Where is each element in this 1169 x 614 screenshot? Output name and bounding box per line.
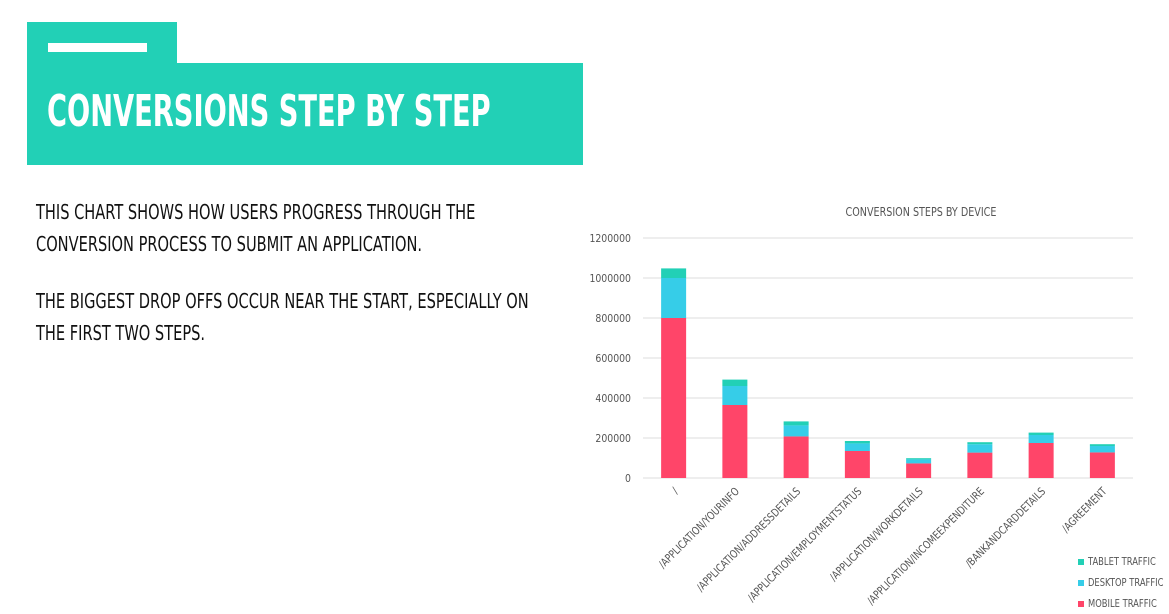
x-tick-label: /APPLICATION/EMPLOYMENTSTATUS — [746, 486, 865, 605]
bar-segment-mobile-traffic — [1028, 443, 1054, 478]
chart-legend: TABLET TRAFFIC DESKTOP TRAFFIC MOBILE TRAF… — [1078, 551, 1169, 614]
y-tick-label: 600000 — [595, 353, 631, 365]
y-tick-label: 1200000 — [589, 233, 631, 245]
slide-title: CONVERSIONS STEP BY STEP — [47, 86, 491, 137]
y-tick-label: 200000 — [595, 433, 631, 445]
y-axis-ticks: 0 200000 400000 600000 800000 1000000 1200000 — [589, 233, 631, 485]
legend-label: MOBILE TRAFFIC — [1088, 597, 1157, 610]
bar-segment-tablet-traffic — [906, 458, 932, 460]
x-tick-label: /APPLICATION/INCOMEEXPENDITURE — [865, 486, 987, 608]
bar-segment-desktop-traffic — [722, 386, 748, 405]
bar-segment-mobile-traffic — [1089, 452, 1115, 478]
description-paragraph: THE BIGGEST DROP OFFS OCCUR NEAR THE STA… — [36, 285, 576, 349]
legend-item: TABLET TRAFFIC — [1078, 551, 1169, 572]
gridlines — [643, 237, 1133, 479]
conversion-steps-chart: CONVERSION STEPS BY DEVICE 0 200000 400000… — [589, 205, 1133, 608]
legend-label: DESKTOP TRAFFIC — [1088, 576, 1164, 589]
bar-segment-desktop-traffic — [661, 278, 687, 318]
chart-title: CONVERSION STEPS BY DEVICE — [846, 205, 997, 219]
legend-swatch — [1078, 558, 1084, 565]
description-line: THE BIGGEST DROP OFFS OCCUR NEAR THE STA… — [36, 289, 529, 313]
legend-item: MOBILE TRAFFIC — [1078, 593, 1169, 614]
bar-segment-desktop-traffic — [967, 444, 993, 453]
y-tick-label: 800000 — [595, 313, 631, 325]
bar-segment-desktop-traffic — [906, 459, 932, 464]
legend-swatch — [1078, 600, 1084, 607]
description-paragraph: THIS CHART SHOWS HOW USERS PROGRESS THRO… — [36, 196, 576, 260]
legend-item: DESKTOP TRAFFIC — [1078, 572, 1169, 593]
x-axis-ticks: //APPLICATION/YOURINFO/APPLICATION/ADDRE… — [657, 485, 1110, 607]
bar-segment-mobile-traffic — [906, 463, 932, 478]
bar-segment-mobile-traffic — [783, 436, 809, 478]
title-accent-line — [48, 43, 147, 52]
bar-segment-mobile-traffic — [844, 451, 870, 478]
description-line: THE FIRST TWO STEPS. — [36, 321, 206, 345]
bar-segment-tablet-traffic — [844, 441, 870, 444]
bar-segment-tablet-traffic — [661, 268, 687, 278]
description-line: CONVERSION PROCESS TO SUBMIT AN APPLICAT… — [36, 232, 423, 256]
legend-swatch — [1078, 579, 1084, 586]
bar-segment-tablet-traffic — [783, 421, 809, 426]
bar-segment-mobile-traffic — [967, 452, 993, 478]
bar-segment-mobile-traffic — [661, 318, 687, 478]
x-tick-label: /APPLICATION/ADDRESSDETAILS — [695, 486, 804, 595]
bar-segment-desktop-traffic — [844, 443, 870, 451]
bars — [661, 268, 1115, 478]
bar-segment-desktop-traffic — [1028, 435, 1054, 443]
bar-segment-tablet-traffic — [722, 379, 748, 386]
legend-label: TABLET TRAFFIC — [1088, 555, 1156, 568]
description-line: THIS CHART SHOWS HOW USERS PROGRESS THRO… — [36, 200, 476, 224]
y-tick-label: 400000 — [595, 393, 631, 405]
bar-segment-desktop-traffic — [783, 425, 809, 437]
bar-segment-tablet-traffic — [967, 442, 993, 445]
bar-segment-desktop-traffic — [1089, 446, 1115, 453]
bar-segment-tablet-traffic — [1028, 432, 1054, 435]
y-tick-label: 0 — [625, 473, 631, 485]
description: THIS CHART SHOWS HOW USERS PROGRESS THRO… — [36, 196, 576, 374]
bar-segment-mobile-traffic — [722, 405, 748, 478]
title-banner — [27, 63, 583, 165]
x-tick-label: /AGREEMENT — [1060, 485, 1110, 535]
y-tick-label: 1000000 — [589, 273, 631, 285]
bar-segment-tablet-traffic — [1089, 444, 1115, 446]
x-tick-label: / — [670, 485, 681, 496]
